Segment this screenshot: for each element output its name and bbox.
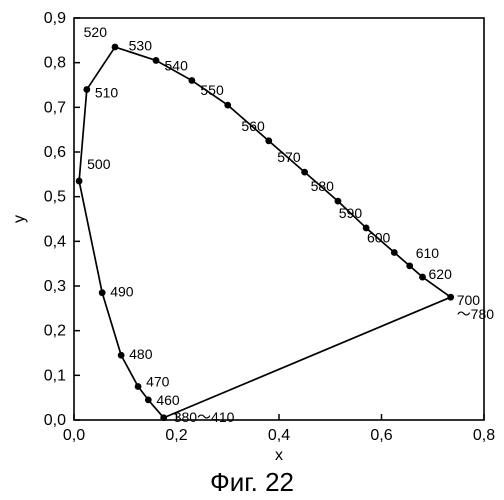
svg-text:0,1: 0,1 xyxy=(44,367,66,384)
svg-text:y: y xyxy=(11,215,28,223)
svg-text:700～780: 700～780 xyxy=(457,292,495,322)
svg-text:540: 540 xyxy=(165,58,189,74)
svg-text:0,8: 0,8 xyxy=(44,55,66,72)
svg-text:0,0: 0,0 xyxy=(44,412,66,429)
svg-text:530: 530 xyxy=(129,37,153,53)
svg-text:470: 470 xyxy=(146,374,170,390)
svg-text:0,8: 0,8 xyxy=(473,427,495,444)
svg-text:510: 510 xyxy=(95,84,119,100)
svg-text:0,6: 0,6 xyxy=(44,144,66,161)
svg-text:520: 520 xyxy=(84,24,108,40)
svg-text:0,4: 0,4 xyxy=(268,427,290,444)
svg-text:500: 500 xyxy=(87,156,111,172)
svg-text:380～410: 380～410 xyxy=(174,409,235,425)
svg-text:0,5: 0,5 xyxy=(44,189,66,206)
svg-text:590: 590 xyxy=(339,205,363,221)
svg-text:580: 580 xyxy=(311,178,335,194)
chromaticity-chart: 0,0 0,2 0,4 0,6 0,8 0,0 0,1 0,2 0,3 0,4 0,5 0,6 0,7 0… xyxy=(0,0,504,465)
svg-text:570: 570 xyxy=(277,149,301,165)
svg-text:550: 550 xyxy=(200,82,224,98)
svg-text:0,7: 0,7 xyxy=(44,99,66,116)
svg-text:x: x xyxy=(275,447,283,464)
svg-text:0,0: 0,0 xyxy=(63,427,85,444)
svg-text:600: 600 xyxy=(367,230,391,246)
svg-text:0,2: 0,2 xyxy=(165,427,187,444)
figure-caption: Фиг. 22 xyxy=(0,467,504,498)
svg-text:480: 480 xyxy=(129,346,153,362)
svg-text:0,6: 0,6 xyxy=(370,427,392,444)
svg-text:560: 560 xyxy=(241,118,265,134)
svg-text:0,9: 0,9 xyxy=(44,10,66,27)
svg-text:0,3: 0,3 xyxy=(44,278,66,295)
svg-text:0,4: 0,4 xyxy=(44,233,66,250)
svg-text:490: 490 xyxy=(110,284,134,300)
svg-text:460: 460 xyxy=(156,392,180,408)
svg-text:620: 620 xyxy=(429,266,453,282)
svg-text:610: 610 xyxy=(416,245,440,261)
svg-text:0,2: 0,2 xyxy=(44,323,66,340)
